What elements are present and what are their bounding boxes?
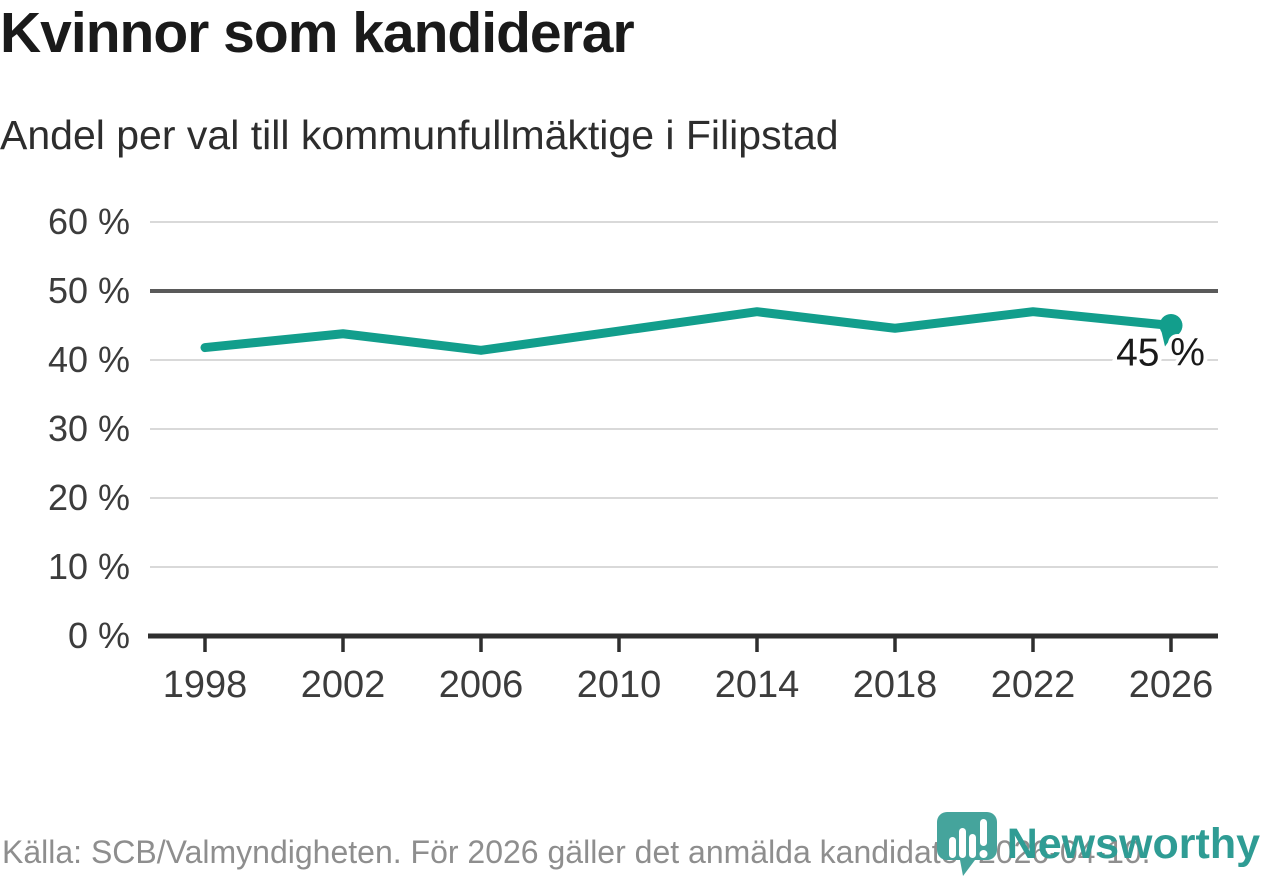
x-axis-tick-label: 2022 [991,664,1076,706]
line-chart: 0 % 10 % 20 % 30 % 40 % 50 % 60 % 1998 2002 2006 2… [48,201,1218,706]
chart-subtitle: Andel per val till kommunfullmäktige i F… [0,112,839,158]
x-axis-tick-label: 2018 [853,664,938,706]
data-line [200,307,1176,355]
x-axis-tick-label: 2014 [715,664,800,706]
x-axis-tick-label: 2026 [1129,664,1214,706]
end-value-label: 45 % [1116,332,1205,375]
y-axis-tick-label: 40 % [48,339,130,380]
y-axis-tick-label: 10 % [48,546,130,587]
x-axis-tick-label: 2010 [577,664,662,706]
newsworthy-brand: Newsworthy [936,811,1260,877]
page-title: Kvinnor som kandiderar [0,1,635,65]
x-axis-tick-label: 1998 [163,664,248,706]
x-axis-tick-label: 2002 [301,664,386,706]
chart-footer: Källa: SCB/Valmyndigheten. För 2026 gäll… [0,803,1262,879]
newsworthy-logo-icon [936,812,997,876]
y-axis-tick-label: 20 % [48,477,130,518]
newsworthy-wordmark: Newsworthy [1006,819,1260,868]
end-point [1159,314,1183,337]
y-axis-tick-label: 60 % [48,201,130,242]
y-axis-tick-label: 30 % [48,408,130,449]
x-axis-tick-label: 2006 [439,664,524,706]
y-axis-tick-label: 50 % [48,270,130,311]
y-axis-tick-label: 0 % [68,615,130,656]
